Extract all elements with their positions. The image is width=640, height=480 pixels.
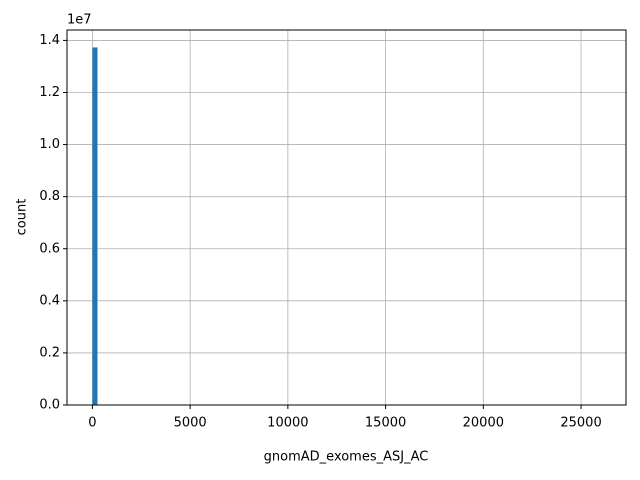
y-tick-label: 0.8 <box>39 189 60 204</box>
x-tick-label: 10000 <box>267 416 308 431</box>
x-tick-label: 5000 <box>174 416 207 431</box>
x-tick-label: 15000 <box>365 416 406 431</box>
y-tick-label: 0.4 <box>39 293 60 308</box>
plot-frame <box>66 29 627 406</box>
x-tick-label: 25000 <box>560 416 601 431</box>
x-axis-label: gnomAD_exomes_ASJ_AC <box>264 450 429 465</box>
y-tick-label: 1.2 <box>39 85 60 100</box>
y-tick-label: 1.4 <box>39 33 60 48</box>
x-tick-label: 20000 <box>463 416 504 431</box>
y-tick-label: 0.2 <box>39 345 60 360</box>
y-axis-label: count <box>15 199 30 236</box>
bar <box>92 47 98 406</box>
y-tick-label: 0.6 <box>39 241 60 256</box>
x-tick-label: 0 <box>88 416 96 431</box>
y-offset-label: 1e7 <box>67 13 92 28</box>
y-tick-label: 1.0 <box>39 137 60 152</box>
y-tick-label: 0.0 <box>39 398 60 413</box>
